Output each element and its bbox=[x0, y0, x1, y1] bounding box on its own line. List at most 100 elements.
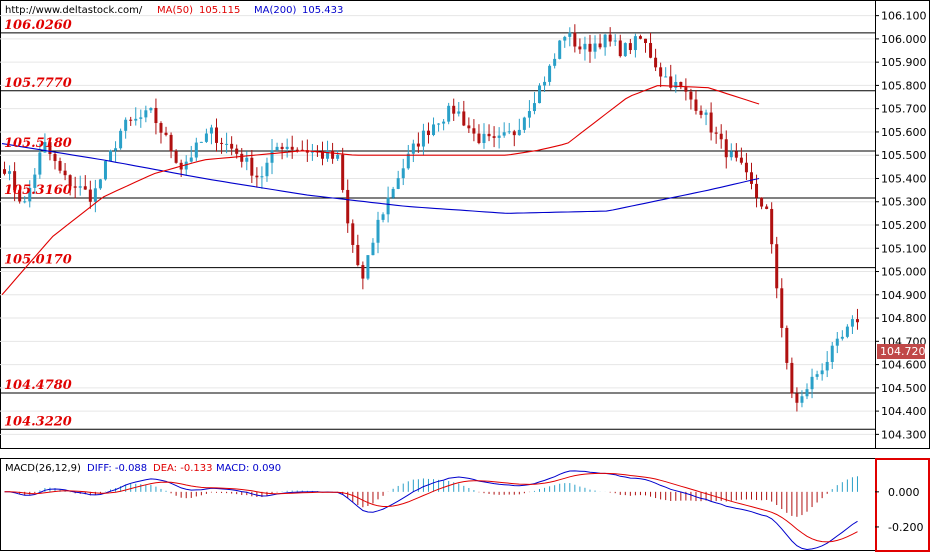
candle-body bbox=[689, 91, 693, 100]
candle-body bbox=[401, 168, 405, 179]
candle-body bbox=[593, 43, 597, 52]
current-price-tag-bg bbox=[877, 344, 925, 359]
candle-body bbox=[568, 32, 572, 37]
candle-body bbox=[598, 43, 602, 48]
candle-body bbox=[391, 188, 395, 198]
candle-body bbox=[406, 153, 410, 169]
candle-body bbox=[457, 111, 461, 114]
candle-body bbox=[331, 150, 335, 159]
candle-body bbox=[386, 197, 390, 215]
candle-body bbox=[755, 183, 759, 198]
candle-body bbox=[381, 214, 385, 220]
candle-body bbox=[775, 244, 779, 289]
candle-body bbox=[497, 135, 501, 138]
candle-body bbox=[225, 143, 229, 145]
price-tick-label: 105.400 bbox=[881, 172, 927, 185]
price-tick-label: 104.800 bbox=[881, 312, 927, 325]
price-axis-frame bbox=[875, 0, 930, 449]
candle-body bbox=[502, 132, 506, 136]
candle-body bbox=[98, 179, 102, 189]
candle-body bbox=[517, 129, 521, 136]
candle-body bbox=[93, 188, 97, 202]
candle-body bbox=[38, 152, 42, 175]
candle-body bbox=[800, 396, 804, 403]
candle-body bbox=[169, 134, 173, 152]
candle-body bbox=[43, 142, 47, 153]
candle-body bbox=[154, 107, 158, 124]
candle-body bbox=[3, 169, 7, 174]
level-label: 104.4780 bbox=[4, 378, 72, 393]
candle-body bbox=[290, 146, 294, 150]
candle-body bbox=[845, 326, 849, 337]
candle-body bbox=[245, 157, 249, 162]
macd-tick-label: -0.200 bbox=[888, 521, 923, 534]
candle-body bbox=[785, 327, 789, 363]
candle-body bbox=[356, 244, 360, 266]
macd-diff-label: DIFF: -0.088 bbox=[87, 463, 147, 474]
candle-body bbox=[109, 150, 113, 162]
candle-body bbox=[134, 118, 138, 121]
candle-body bbox=[336, 154, 340, 159]
candle-body bbox=[164, 132, 168, 135]
candle-body bbox=[255, 175, 259, 178]
price-tick-label: 105.000 bbox=[881, 266, 927, 279]
candle-body bbox=[664, 76, 668, 78]
candle-body bbox=[230, 143, 234, 149]
ma200-value: 105.433 bbox=[302, 5, 343, 16]
macd-diff-line bbox=[4, 470, 858, 551]
price-tick-label: 105.300 bbox=[881, 196, 927, 209]
candle-body bbox=[310, 151, 314, 153]
ma50-value: 105.115 bbox=[199, 5, 240, 16]
candle-body bbox=[346, 189, 350, 224]
candle-body bbox=[78, 186, 82, 188]
candle-body bbox=[341, 154, 345, 190]
price-tick-label: 105.100 bbox=[881, 242, 927, 255]
candle-body bbox=[114, 148, 118, 151]
candle-body bbox=[437, 123, 441, 125]
price-tick-label: 105.500 bbox=[881, 149, 927, 162]
level-label: 106.0260 bbox=[4, 18, 72, 33]
candle-body bbox=[204, 133, 208, 142]
candle-body bbox=[538, 85, 542, 104]
candle-body bbox=[411, 143, 415, 154]
candle-body bbox=[452, 105, 456, 114]
price-tick-label: 105.200 bbox=[881, 219, 927, 232]
level-label: 105.3160 bbox=[4, 183, 72, 198]
candle-body bbox=[487, 133, 491, 137]
candle-body bbox=[527, 111, 531, 118]
candle-body bbox=[235, 148, 239, 154]
candle-body bbox=[432, 124, 436, 136]
candle-body bbox=[578, 46, 582, 50]
candle-body bbox=[623, 43, 627, 57]
candle-body bbox=[396, 178, 400, 189]
candle-body bbox=[694, 99, 698, 111]
price-gridlines bbox=[0, 15, 875, 435]
candle-body bbox=[159, 123, 163, 133]
candle-body bbox=[23, 201, 27, 203]
candle-body bbox=[88, 189, 92, 202]
candle-body bbox=[265, 162, 269, 177]
candle-body bbox=[250, 157, 254, 176]
chart-header: http://www.deltastock.com/ MA(50) 105.11… bbox=[5, 5, 343, 16]
candle-body bbox=[558, 40, 562, 59]
candle-body bbox=[482, 133, 486, 144]
candle-body bbox=[199, 141, 203, 143]
candle-body bbox=[275, 146, 279, 151]
candle-body bbox=[765, 206, 769, 209]
macd-dea-label: DEA: -0.133 bbox=[153, 463, 212, 474]
candle-body bbox=[583, 43, 587, 50]
candle-body bbox=[573, 32, 577, 47]
candle-body bbox=[83, 186, 87, 190]
candle-body bbox=[18, 190, 22, 202]
candle-body bbox=[659, 67, 663, 77]
ma200-label: MA(200) bbox=[254, 5, 296, 16]
current-price-tag: 104.720 bbox=[877, 344, 926, 359]
candle-body bbox=[770, 208, 774, 245]
candle-body bbox=[68, 175, 72, 187]
candle-body bbox=[53, 154, 57, 162]
candle-body bbox=[563, 36, 567, 41]
price-tick-label: 104.400 bbox=[881, 405, 927, 418]
candle-body bbox=[644, 38, 647, 43]
candle-body bbox=[421, 130, 425, 147]
price-tick-label: 104.600 bbox=[881, 359, 927, 372]
